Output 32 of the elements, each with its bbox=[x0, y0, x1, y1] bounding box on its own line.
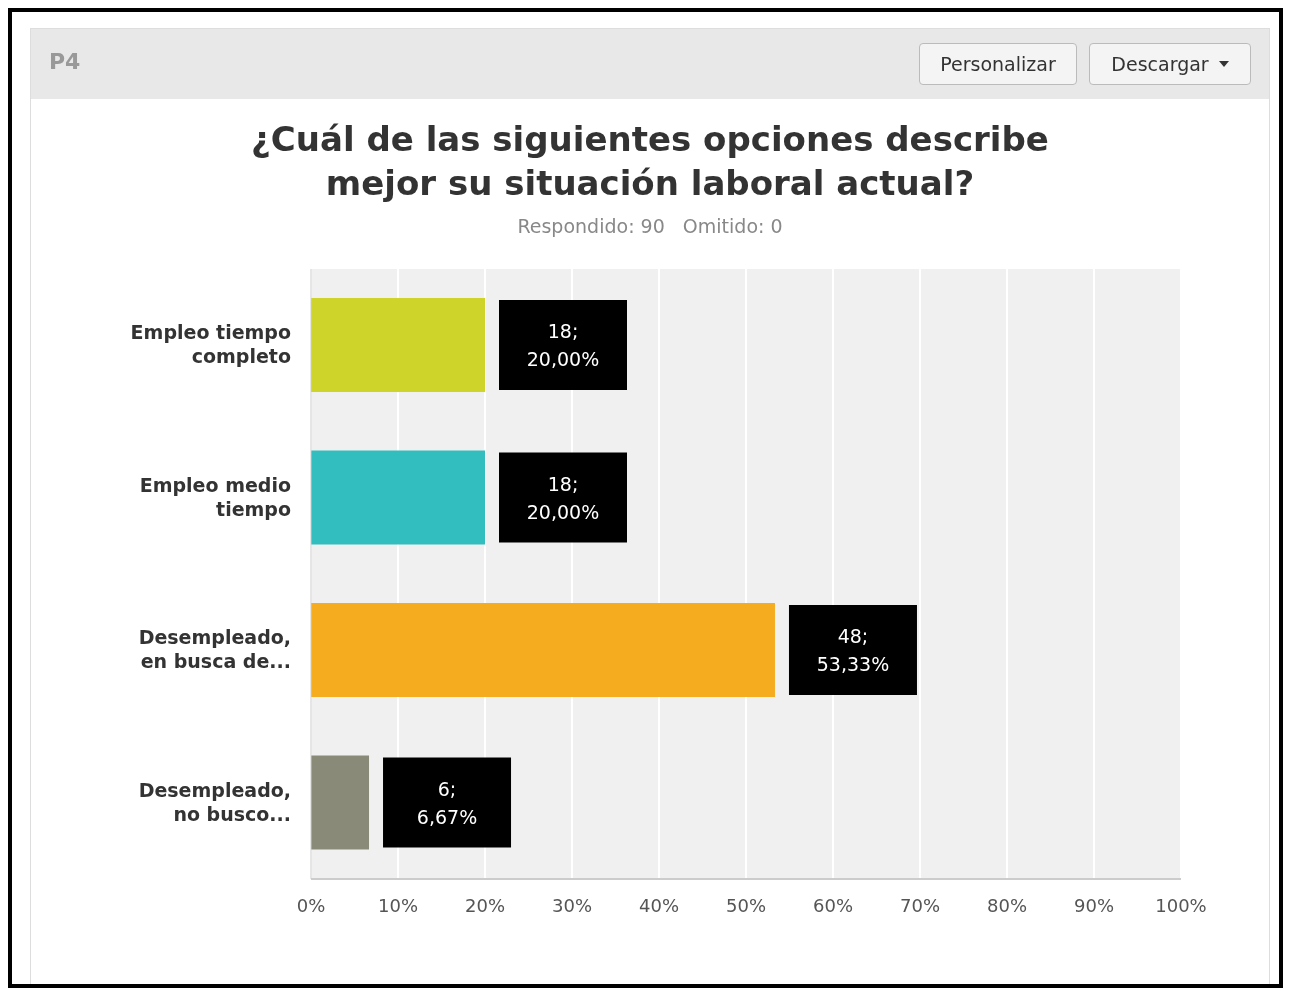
y-tick-label: Empleo tiempo completo bbox=[130, 321, 291, 368]
x-tick-label: 70% bbox=[899, 894, 941, 916]
x-tick-label: 80% bbox=[986, 894, 1028, 916]
x-tick-label: 40% bbox=[638, 894, 680, 916]
data-label: 6; 6,67% bbox=[416, 777, 478, 828]
x-tick-label: 50% bbox=[725, 894, 767, 916]
data-label: 18; 20,00% bbox=[526, 320, 600, 370]
x-tick-label: 90% bbox=[1073, 894, 1115, 916]
y-tick-label: Empleo medio tiempo bbox=[139, 473, 291, 520]
text: P4 bbox=[49, 49, 81, 74]
callout-box: 48; 53,33% bbox=[788, 605, 917, 695]
data-label: 18; 20,00% bbox=[526, 472, 600, 523]
x-tick-label: 10% bbox=[377, 894, 419, 916]
x-tick-label: 100% bbox=[1155, 894, 1207, 916]
x-tick-label: 0% bbox=[296, 894, 326, 916]
text: Descargar bbox=[1111, 53, 1209, 75]
chart-title: ¿Cuál de las siguientes opciones describe mejor su situación laboral actual? bbox=[250, 118, 1050, 205]
x-tick-label: 30% bbox=[551, 894, 593, 916]
y-tick-label: Desempleado, no busco... bbox=[138, 778, 291, 825]
chart-subtitle: Respondido: 90 Omitido: 0 bbox=[516, 215, 784, 237]
x-tick-label: 60% bbox=[812, 894, 854, 916]
text: Personalizar bbox=[919, 43, 1077, 85]
callout-box: 18; 20,00% bbox=[499, 452, 627, 543]
callout-box: 18; 20,00% bbox=[499, 300, 627, 390]
x-tick-label: 20% bbox=[464, 894, 506, 916]
y-tick-label: Desempleado, en busca de... bbox=[138, 626, 291, 673]
callout-box: 6; 6,67% bbox=[383, 757, 512, 848]
bar bbox=[311, 603, 775, 697]
bar bbox=[311, 450, 485, 545]
bar bbox=[311, 298, 485, 392]
bar bbox=[311, 755, 370, 850]
data-label: 48; 53,33% bbox=[816, 625, 890, 675]
